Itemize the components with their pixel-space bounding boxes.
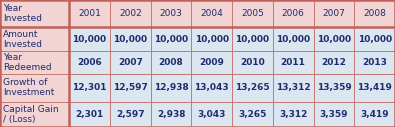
Text: 3,043: 3,043 [198,110,226,119]
Text: Growth of
Investment: Growth of Investment [3,78,54,97]
Text: 2008: 2008 [159,58,183,67]
Text: 10,000: 10,000 [357,35,392,44]
Bar [110,74,150,102]
Text: 2009: 2009 [199,58,224,67]
Bar [314,51,354,74]
Text: 13,265: 13,265 [235,83,270,92]
Bar [354,51,395,74]
Bar [191,51,232,74]
Text: 3,312: 3,312 [279,110,307,119]
Text: 10,000: 10,000 [235,35,269,44]
Text: Year
Redeemed: Year Redeemed [3,53,51,72]
Text: 2,938: 2,938 [157,110,185,119]
Bar [354,74,395,102]
Text: 2004: 2004 [200,9,223,18]
Bar [110,51,150,74]
Text: 2008: 2008 [363,9,386,18]
Bar [69,74,110,102]
Text: 12,597: 12,597 [113,83,148,92]
Text: 2013: 2013 [362,58,387,67]
Bar [273,102,314,127]
Text: 2005: 2005 [241,9,264,18]
Bar [314,0,354,27]
Bar [150,51,191,74]
Text: 3,419: 3,419 [360,110,389,119]
Bar [191,27,232,51]
Text: 12,301: 12,301 [72,83,107,92]
Bar [110,0,150,27]
Text: Amount
Invested: Amount Invested [3,29,42,49]
Bar [232,0,273,27]
Bar [314,102,354,127]
Text: 13,312: 13,312 [276,83,310,92]
Text: 2010: 2010 [240,58,265,67]
Bar [69,27,110,51]
Bar [273,74,314,102]
Text: 13,043: 13,043 [194,83,229,92]
Bar [0,74,69,102]
Bar [69,51,110,74]
Text: 10,000: 10,000 [73,35,107,44]
Text: 2,301: 2,301 [75,110,103,119]
Bar [110,27,150,51]
Text: 2006: 2006 [77,58,102,67]
Text: 3,359: 3,359 [320,110,348,119]
Text: 2007: 2007 [118,58,143,67]
Text: Capital Gain
/ (Loss): Capital Gain / (Loss) [3,105,58,124]
Bar [0,27,69,51]
Bar [150,102,191,127]
Bar [314,74,354,102]
Bar [0,0,69,27]
Bar [232,102,273,127]
Text: 2012: 2012 [322,58,346,67]
Bar [232,27,273,51]
Bar [314,27,354,51]
Text: 10,000: 10,000 [195,35,229,44]
Text: 10,000: 10,000 [154,35,188,44]
Bar [110,102,150,127]
Bar [273,51,314,74]
Bar [273,27,314,51]
Text: 2,597: 2,597 [116,110,145,119]
Text: 10,000: 10,000 [317,35,351,44]
Bar [150,27,191,51]
Text: 2011: 2011 [281,58,306,67]
Bar [354,27,395,51]
Text: 3,265: 3,265 [238,110,267,119]
Bar [69,0,110,27]
Bar [191,0,232,27]
Bar [273,0,314,27]
Text: Year
Invested: Year Invested [3,4,42,23]
Bar [232,74,273,102]
Bar [354,0,395,27]
Text: 13,359: 13,359 [316,83,351,92]
Text: 2007: 2007 [322,9,345,18]
Text: 2002: 2002 [119,9,142,18]
Text: 2006: 2006 [282,9,305,18]
Bar [150,0,191,27]
Text: 10,000: 10,000 [276,35,310,44]
Bar [0,102,69,127]
Bar [354,102,395,127]
Text: 2001: 2001 [78,9,101,18]
Bar [69,102,110,127]
Bar [150,74,191,102]
Bar [232,51,273,74]
Text: 13,419: 13,419 [357,83,392,92]
Text: 10,000: 10,000 [113,35,147,44]
Bar [0,51,69,74]
Bar [191,102,232,127]
Text: 12,938: 12,938 [154,83,188,92]
Bar [191,74,232,102]
Text: 2003: 2003 [160,9,182,18]
